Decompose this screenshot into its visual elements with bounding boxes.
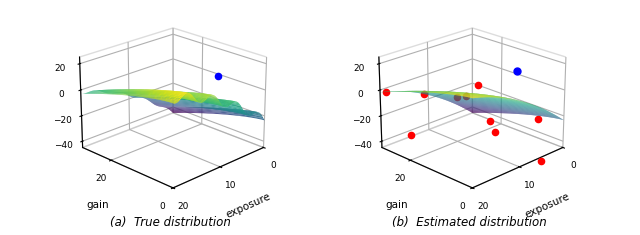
- X-axis label: exposure: exposure: [524, 191, 572, 220]
- Title: (b)  Estimated distribution: (b) Estimated distribution: [392, 216, 547, 229]
- X-axis label: exposure: exposure: [225, 191, 273, 220]
- Y-axis label: gain: gain: [386, 200, 408, 210]
- Title: (a)  True distribution: (a) True distribution: [110, 216, 231, 229]
- Y-axis label: gain: gain: [86, 200, 109, 210]
